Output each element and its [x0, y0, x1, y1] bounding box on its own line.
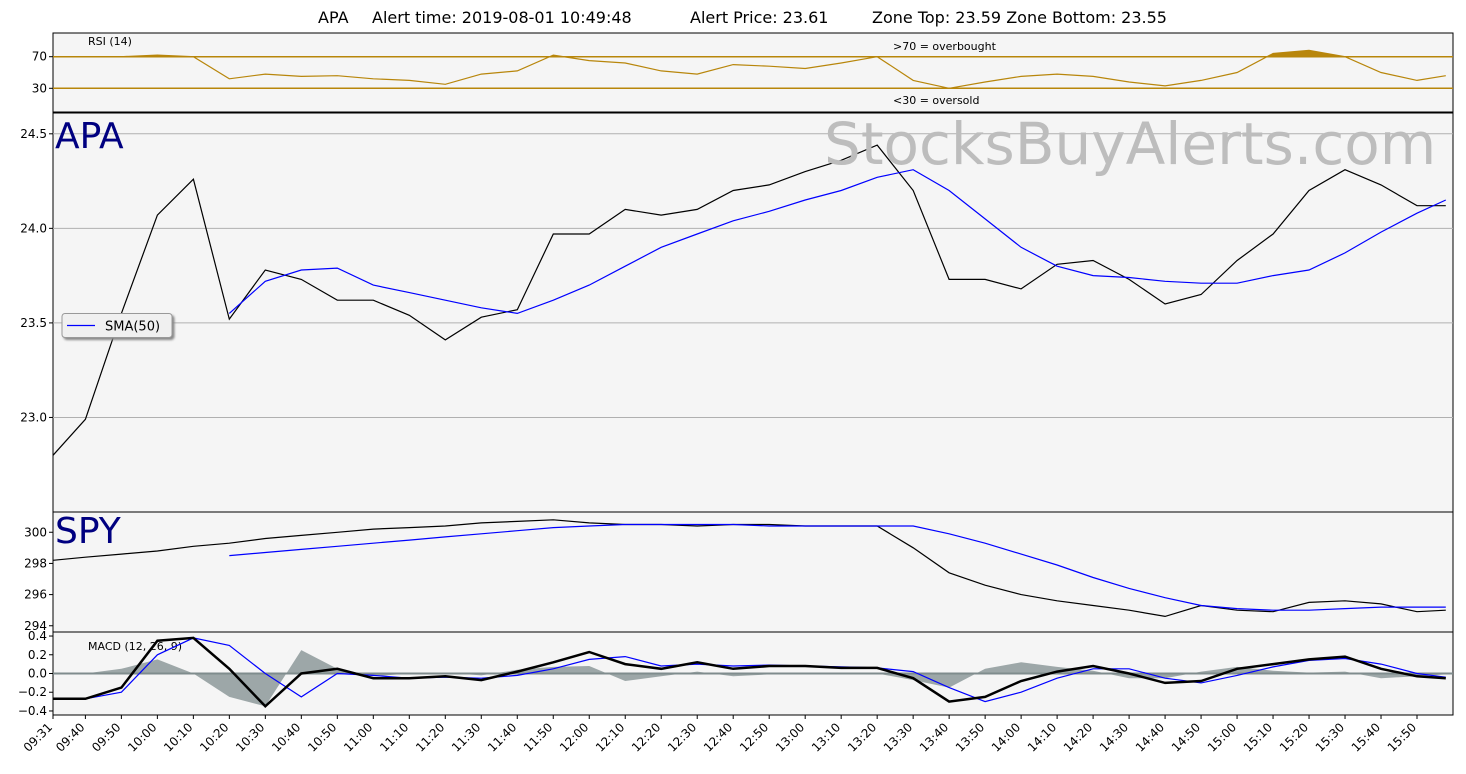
title-alert-price: Alert Price: 23.61: [690, 8, 828, 27]
x-tick-label: 12:00: [557, 720, 591, 754]
panel-label: APA: [55, 116, 124, 157]
series-line: [53, 636, 1446, 709]
x-tick-label: 11:10: [377, 720, 411, 754]
title-symbol: APA: [318, 8, 349, 27]
x-tick-label: 12:40: [701, 720, 735, 754]
x-tick-label: 14:40: [1133, 720, 1167, 754]
x-tick-label: 13:40: [917, 720, 951, 754]
x-tick-label: 15:40: [1349, 720, 1383, 754]
x-tick-label: 14:50: [1169, 720, 1203, 754]
series-line: [229, 523, 1446, 611]
x-tick-label: 09:31: [21, 720, 55, 754]
x-tick-label: 12:30: [665, 720, 699, 754]
x-tick-label: 15:10: [1241, 720, 1275, 754]
y-tick-label: 296: [24, 588, 47, 602]
y-tick-label: 0.0: [28, 667, 47, 681]
x-tick-label: 15:30: [1313, 720, 1347, 754]
panel-frame: [52, 32, 1454, 113]
series-line: [228, 169, 1447, 315]
series-line: [52, 519, 1446, 618]
y-tick-label: 0.2: [28, 648, 47, 662]
y-tick-label: 23.5: [20, 316, 47, 330]
x-tick-label: 11:50: [521, 720, 555, 754]
y-tick-label: −0.4: [18, 704, 47, 718]
x-tick-label: 09:40: [53, 720, 87, 754]
y-tick-label: −0.2: [18, 685, 47, 699]
y-tick-label: 0.4: [28, 629, 47, 643]
x-tick-label: 14:30: [1097, 720, 1131, 754]
annotation: >70 = overbought: [893, 40, 997, 53]
x-tick-label: 10:40: [269, 720, 303, 754]
x-tick-label: 10:50: [305, 720, 339, 754]
panel-label: MACD (12, 26, 9): [88, 640, 182, 653]
x-tick-label: 11:20: [413, 720, 447, 754]
y-tick-label: 23.0: [20, 410, 47, 424]
x-tick-label: 15:20: [1277, 720, 1311, 754]
y-tick-label: 298: [24, 556, 47, 570]
y-tick-label: 24.0: [20, 221, 47, 235]
panel-label: SPY: [55, 511, 122, 552]
x-tick-label: 10:20: [197, 720, 231, 754]
series-line: [53, 49, 1446, 89]
x-tick-label: 13:10: [809, 720, 843, 754]
legend-label: SMA(50): [105, 320, 160, 335]
x-tick-label: 13:20: [845, 720, 879, 754]
title-zone: Zone Top: 23.59 Zone Bottom: 23.55: [872, 8, 1167, 27]
series-line: [52, 144, 1446, 456]
panel: 23.0 23.5 24.0 24.5 APA SMA(50): [20, 112, 1454, 513]
x-tick-label: 10:00: [125, 720, 159, 754]
x-tick-label: 11:00: [341, 720, 375, 754]
legend-box: [61, 313, 173, 338]
x-tick-label: 12:20: [629, 720, 663, 754]
y-tick-label: 300: [24, 525, 47, 539]
annotation: <30 = oversold: [893, 94, 979, 107]
x-tick-label: 13:50: [953, 720, 987, 754]
x-tick-label: 14:00: [989, 720, 1023, 754]
x-tick-label: 14:10: [1025, 720, 1059, 754]
watermark: StocksBuyAlerts.com: [824, 110, 1436, 178]
x-tick-label: 13:00: [773, 720, 807, 754]
y-tick-label: 294: [24, 619, 47, 633]
x-tick-label: 10:30: [233, 720, 267, 754]
x-tick-label: 12:10: [593, 720, 627, 754]
panel-label: RSI (14): [88, 35, 132, 48]
panel: 30 70 RSI (14) >70 = overbought <30 = overso…: [32, 32, 1454, 113]
y-tick-label: 70: [32, 50, 47, 64]
x-tick-label: 14:20: [1061, 720, 1095, 754]
x-tick-label: 15:50: [1385, 720, 1419, 754]
panel: −0.4 −0.2 0.0 0.2 0.4 MACD (12, 26, 9): [18, 629, 1454, 718]
panel-frame: [52, 511, 1454, 633]
x-tick-label: 12:50: [737, 720, 771, 754]
panel: 294 296 298 300 SPY: [24, 511, 1454, 633]
title-alert-time: Alert time: 2019-08-01 10:49:48: [372, 8, 632, 27]
y-tick-label: 24.5: [20, 127, 47, 141]
x-tick-label: 11:40: [485, 720, 519, 754]
panel-frame: [52, 112, 1454, 513]
series-line: [53, 637, 1446, 703]
y-tick-label: 30: [32, 81, 47, 95]
x-tick-label: 13:30: [881, 720, 915, 754]
x-tick-label: 10:10: [161, 720, 195, 754]
x-tick-label: 09:50: [89, 720, 123, 754]
x-tick-label: 11:30: [449, 720, 483, 754]
x-tick-label: 15:00: [1205, 720, 1239, 754]
